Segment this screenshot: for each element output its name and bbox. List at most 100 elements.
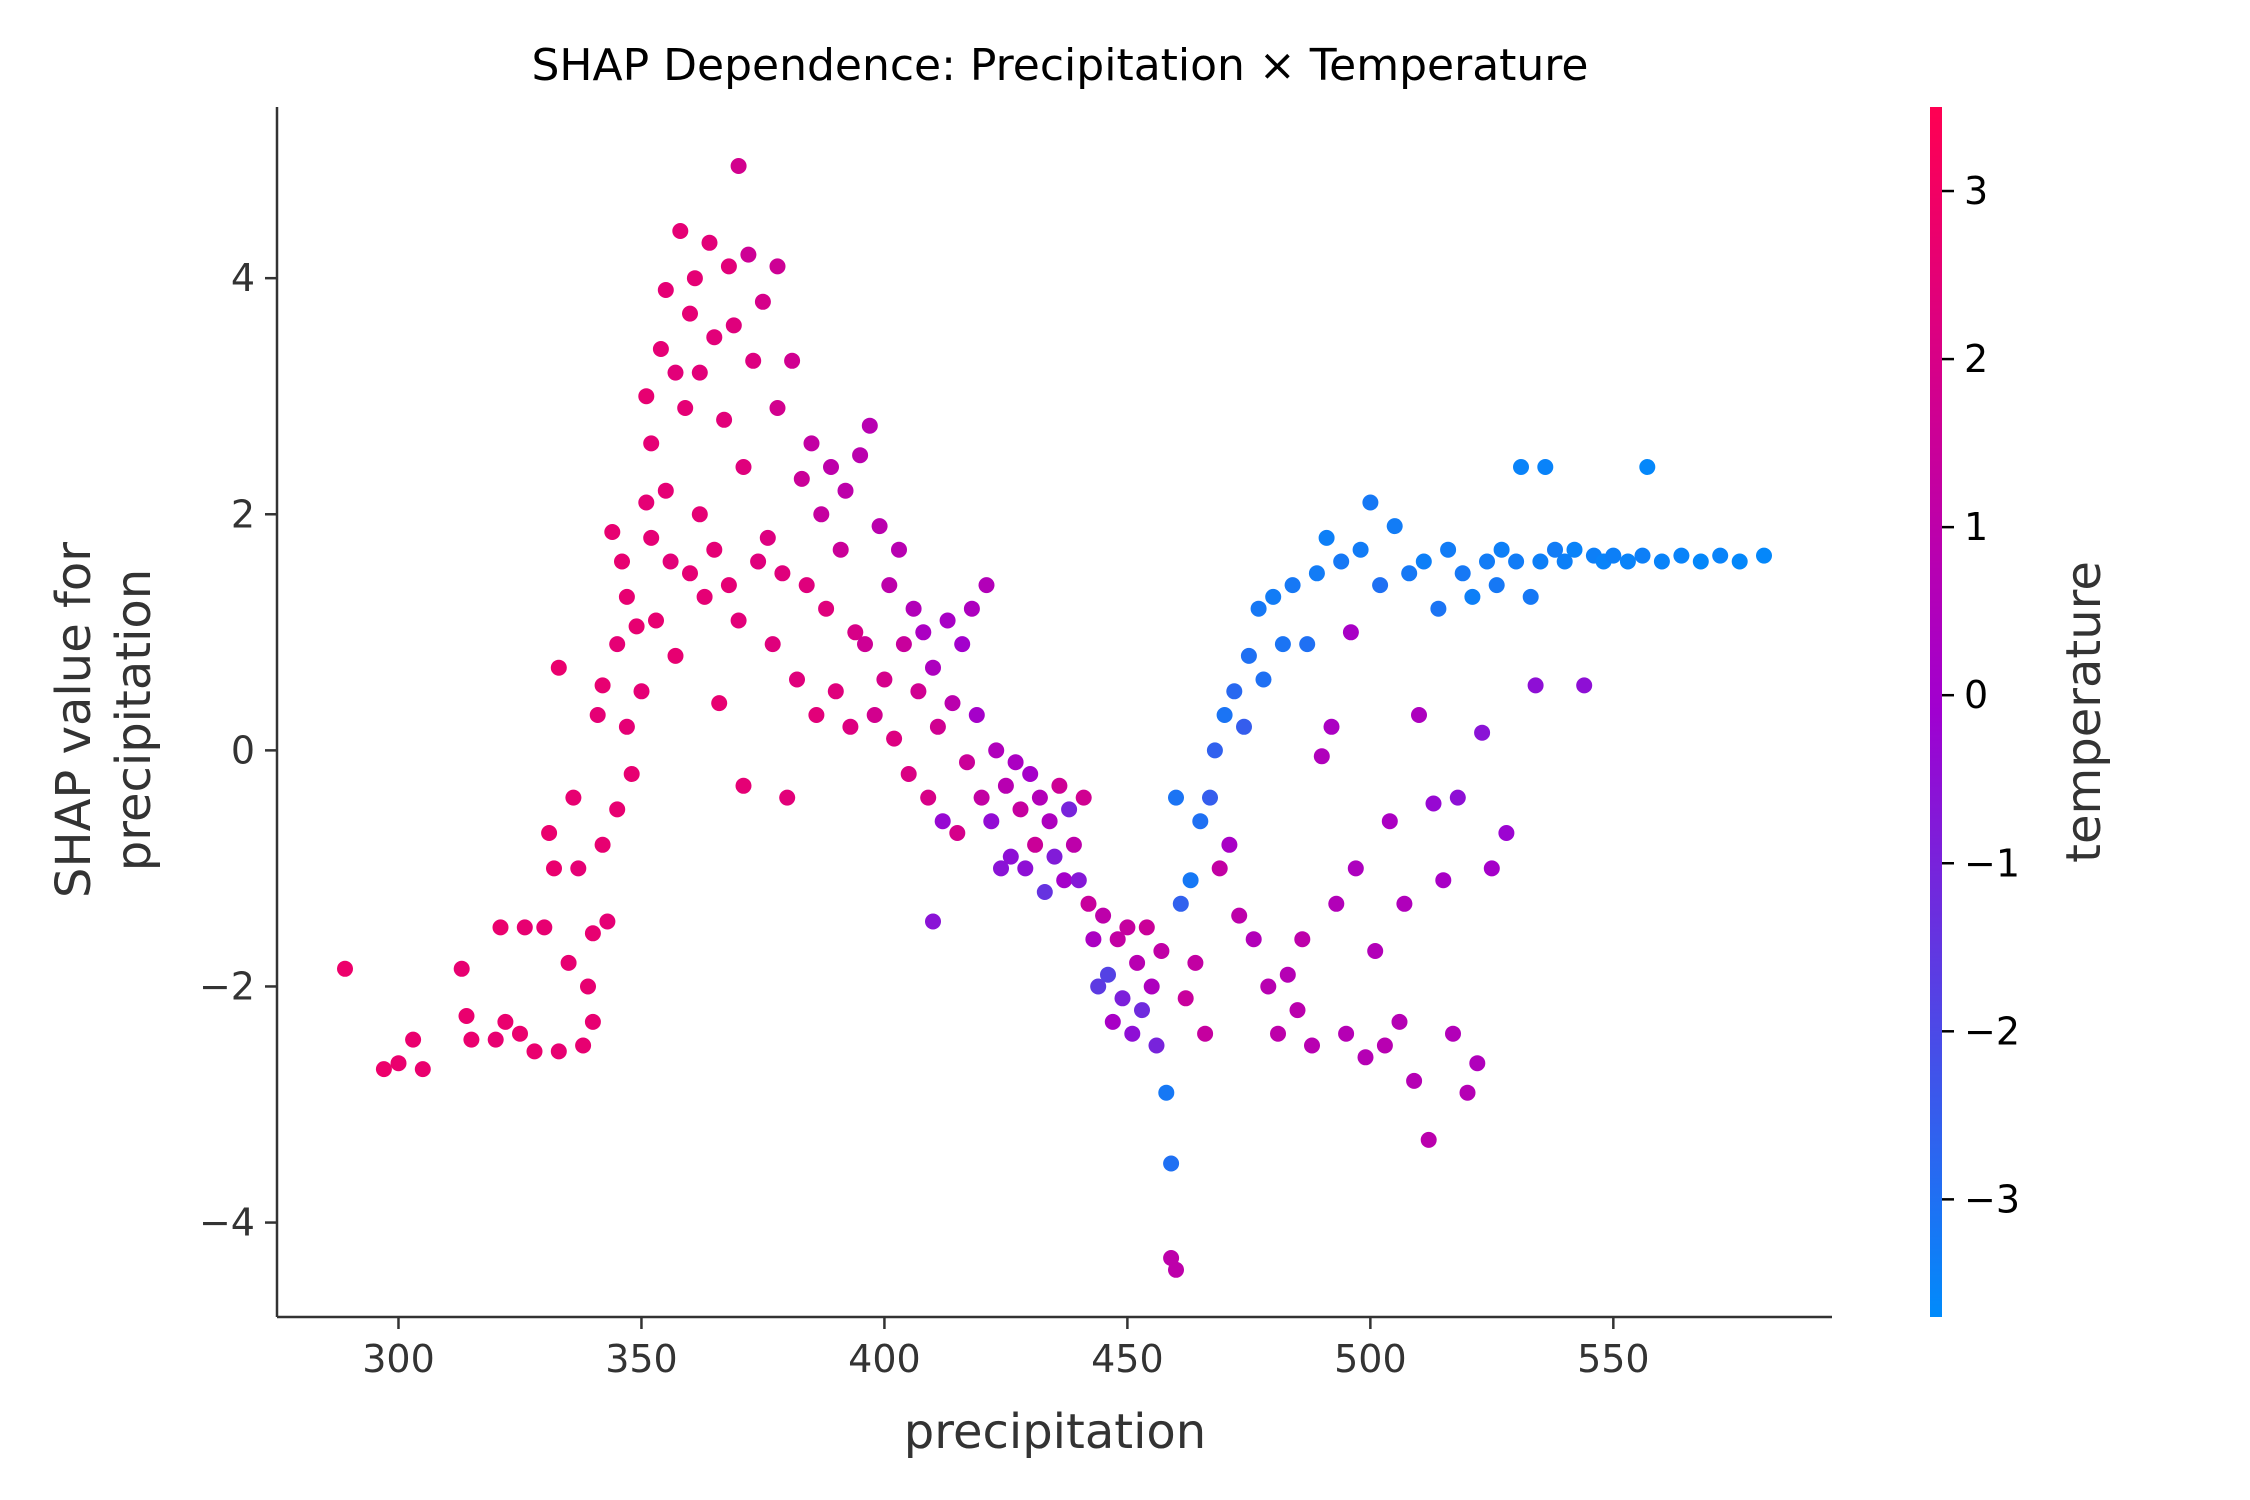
data-point [944,695,961,712]
data-point [1576,677,1593,694]
data-point [745,352,762,369]
data-point [594,836,611,853]
data-point [1357,1049,1374,1066]
colorbar-tick-label: −1 [1964,841,2020,885]
data-point [1031,789,1048,806]
data-point [769,258,786,275]
data-point [735,459,752,475]
data-point [691,506,708,523]
data-point [1449,789,1466,806]
data-point [1483,860,1500,877]
data-point [1250,600,1267,617]
data-point [1138,919,1155,936]
data-point [993,860,1009,877]
data-point [1046,848,1063,865]
data-point [1182,872,1199,889]
data-point [808,707,825,723]
data-point [1255,671,1272,688]
data-point [920,789,937,806]
data-point [550,1043,567,1060]
data-point [934,813,951,830]
data-point [968,707,985,723]
data-point [789,671,805,688]
data-point [584,1013,601,1030]
axes: 300 350 400 450 500 550 −4 −2 0 2 4 [199,107,1832,1381]
data-point [1474,724,1491,741]
data-point [842,718,859,735]
data-point [657,282,674,298]
data-point [696,588,713,605]
y-axis-label: SHAP value for precipitation [46,542,162,898]
data-point [847,624,864,641]
data-point [1168,789,1184,806]
data-point [1134,1002,1150,1019]
data-point [1168,1261,1184,1278]
data-point [648,612,664,629]
data-point [691,364,708,381]
data-point [813,506,830,523]
data-point [716,411,733,428]
data-point [798,577,815,594]
data-point [1318,529,1335,546]
data-point [1056,872,1073,889]
data-point [1556,553,1573,570]
data-point [584,925,601,942]
data-point [614,553,630,570]
data-point [458,1008,475,1024]
data-point [1095,907,1112,924]
data-point [1430,600,1447,617]
data-point [837,482,854,499]
data-point [1653,553,1670,570]
data-point [657,482,674,499]
data-point [1692,553,1709,570]
data-point [1075,789,1092,806]
data-point [1425,795,1442,812]
data-point [1381,813,1398,830]
data-point [1420,1131,1437,1148]
data-point [740,246,757,263]
data-point [1080,895,1097,912]
data-point [1284,577,1301,594]
data-point [978,577,995,594]
data-point [1085,931,1102,948]
data-point [1124,1025,1141,1042]
data-point [667,647,684,664]
colorbar-tick-label: 2 [1964,337,1988,381]
data-point [876,671,893,688]
data-point [589,707,606,723]
data-point [1445,1025,1461,1042]
data-point [706,541,723,558]
data-point [895,636,912,653]
data-point [832,541,849,558]
data-point [735,777,752,794]
data-point [1415,553,1432,570]
x-tick-label: 300 [362,1337,435,1381]
data-point [871,518,888,535]
data-point [779,789,796,806]
data-point [652,341,669,357]
colorbar-gradient [1930,107,1942,1317]
data-point [959,754,975,771]
data-point [852,447,869,464]
x-axis-label: precipitation [904,1404,1206,1460]
data-point [701,234,718,251]
y-tick-label: −2 [199,964,255,1008]
data-point [1756,547,1772,564]
data-point [686,270,703,287]
data-point [1396,895,1413,912]
data-point [730,158,747,174]
data-point [672,223,689,239]
data-point [754,293,771,310]
data-point [949,825,966,841]
data-point [1352,541,1369,558]
data-point [463,1031,480,1048]
data-point [662,553,679,570]
data-point [1333,553,1350,570]
data-point [1406,1072,1423,1089]
colorbar-label: temperature [2056,561,2112,863]
data-point [730,612,747,629]
data-point [1498,825,1515,841]
data-point [414,1061,431,1078]
data-point [1279,966,1296,983]
data-point [784,352,801,369]
